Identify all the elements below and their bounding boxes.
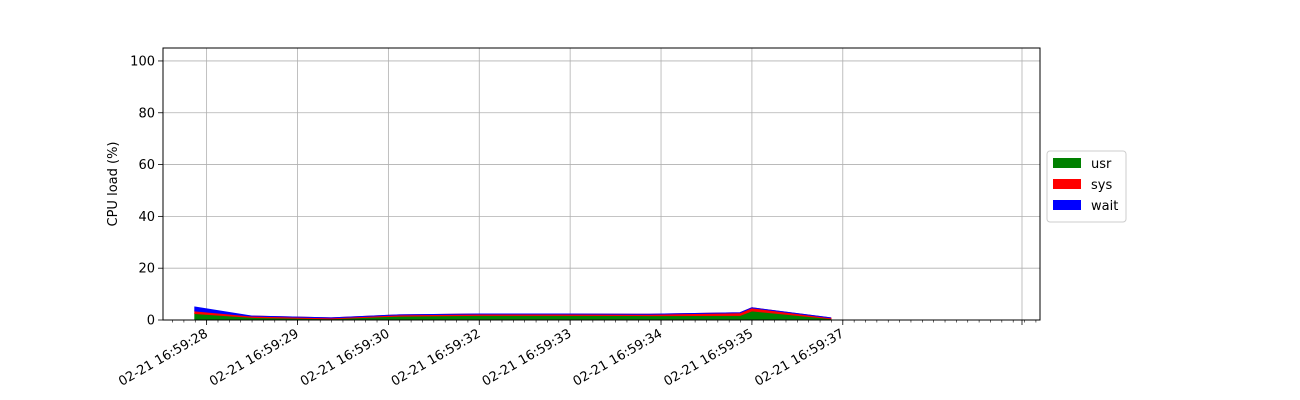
legend: usr sys wait (1046, 150, 1127, 223)
y-tick-label: 0 (147, 314, 155, 329)
y-tick-label: 40 (138, 210, 155, 225)
area-wait (194, 306, 832, 319)
plot-frame (162, 47, 1041, 321)
grid (163, 48, 1040, 321)
stacked-areas (194, 306, 832, 321)
axes (162, 47, 1041, 321)
legend-label-usr: usr (1091, 157, 1112, 172)
x-tick-label: 02-21 16:59:33 (480, 326, 574, 389)
legend-swatch-sys (1053, 179, 1081, 189)
x-tick-label: 02-21 16:59:34 (571, 326, 665, 389)
y-ticks: 0 20 40 60 80 100 (130, 54, 163, 329)
y-tick-label: 100 (130, 54, 155, 69)
x-tick-label: 02-21 16:59:37 (752, 326, 846, 389)
x-tick-label: 02-21 16:59:29 (207, 326, 301, 389)
x-tick-label: 02-21 16:59:30 (298, 326, 392, 389)
y-tick-label: 60 (138, 158, 155, 173)
legend-swatch-wait (1053, 200, 1081, 210)
x-tick-label: 02-21 16:59:32 (389, 326, 483, 389)
y-tick-label: 20 (138, 262, 155, 277)
x-tick-label: 02-21 16:59:35 (662, 326, 756, 389)
legend-label-sys: sys (1091, 178, 1112, 193)
y-tick-label: 80 (138, 106, 155, 121)
legend-label-wait: wait (1091, 199, 1118, 214)
y-axis-label: CPU load (%) (106, 142, 121, 227)
legend-swatch-usr (1053, 158, 1081, 168)
x-tick-label: 02-21 16:59:28 (116, 326, 210, 389)
